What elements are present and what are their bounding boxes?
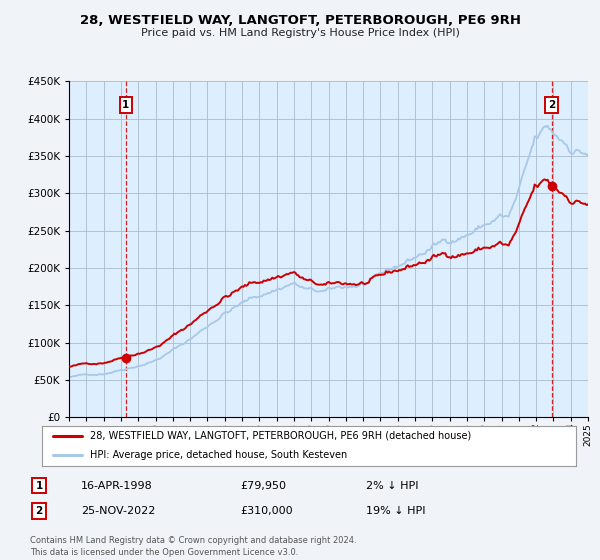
Text: 1: 1 [122, 100, 130, 110]
Text: 2: 2 [35, 506, 43, 516]
Text: 28, WESTFIELD WAY, LANGTOFT, PETERBOROUGH, PE6 9RH: 28, WESTFIELD WAY, LANGTOFT, PETERBOROUG… [79, 14, 521, 27]
Text: Contains HM Land Registry data © Crown copyright and database right 2024.
This d: Contains HM Land Registry data © Crown c… [30, 536, 356, 557]
Text: 28, WESTFIELD WAY, LANGTOFT, PETERBOROUGH, PE6 9RH (detached house): 28, WESTFIELD WAY, LANGTOFT, PETERBOROUG… [90, 431, 472, 441]
Text: £79,950: £79,950 [240, 480, 286, 491]
Text: HPI: Average price, detached house, South Kesteven: HPI: Average price, detached house, Sout… [90, 450, 347, 460]
Text: Price paid vs. HM Land Registry's House Price Index (HPI): Price paid vs. HM Land Registry's House … [140, 28, 460, 38]
Text: 2: 2 [548, 100, 555, 110]
Text: 1: 1 [35, 480, 43, 491]
Text: £310,000: £310,000 [240, 506, 293, 516]
Text: 19% ↓ HPI: 19% ↓ HPI [366, 506, 425, 516]
Text: 25-NOV-2022: 25-NOV-2022 [81, 506, 155, 516]
Text: 2% ↓ HPI: 2% ↓ HPI [366, 480, 419, 491]
Text: 16-APR-1998: 16-APR-1998 [81, 480, 153, 491]
